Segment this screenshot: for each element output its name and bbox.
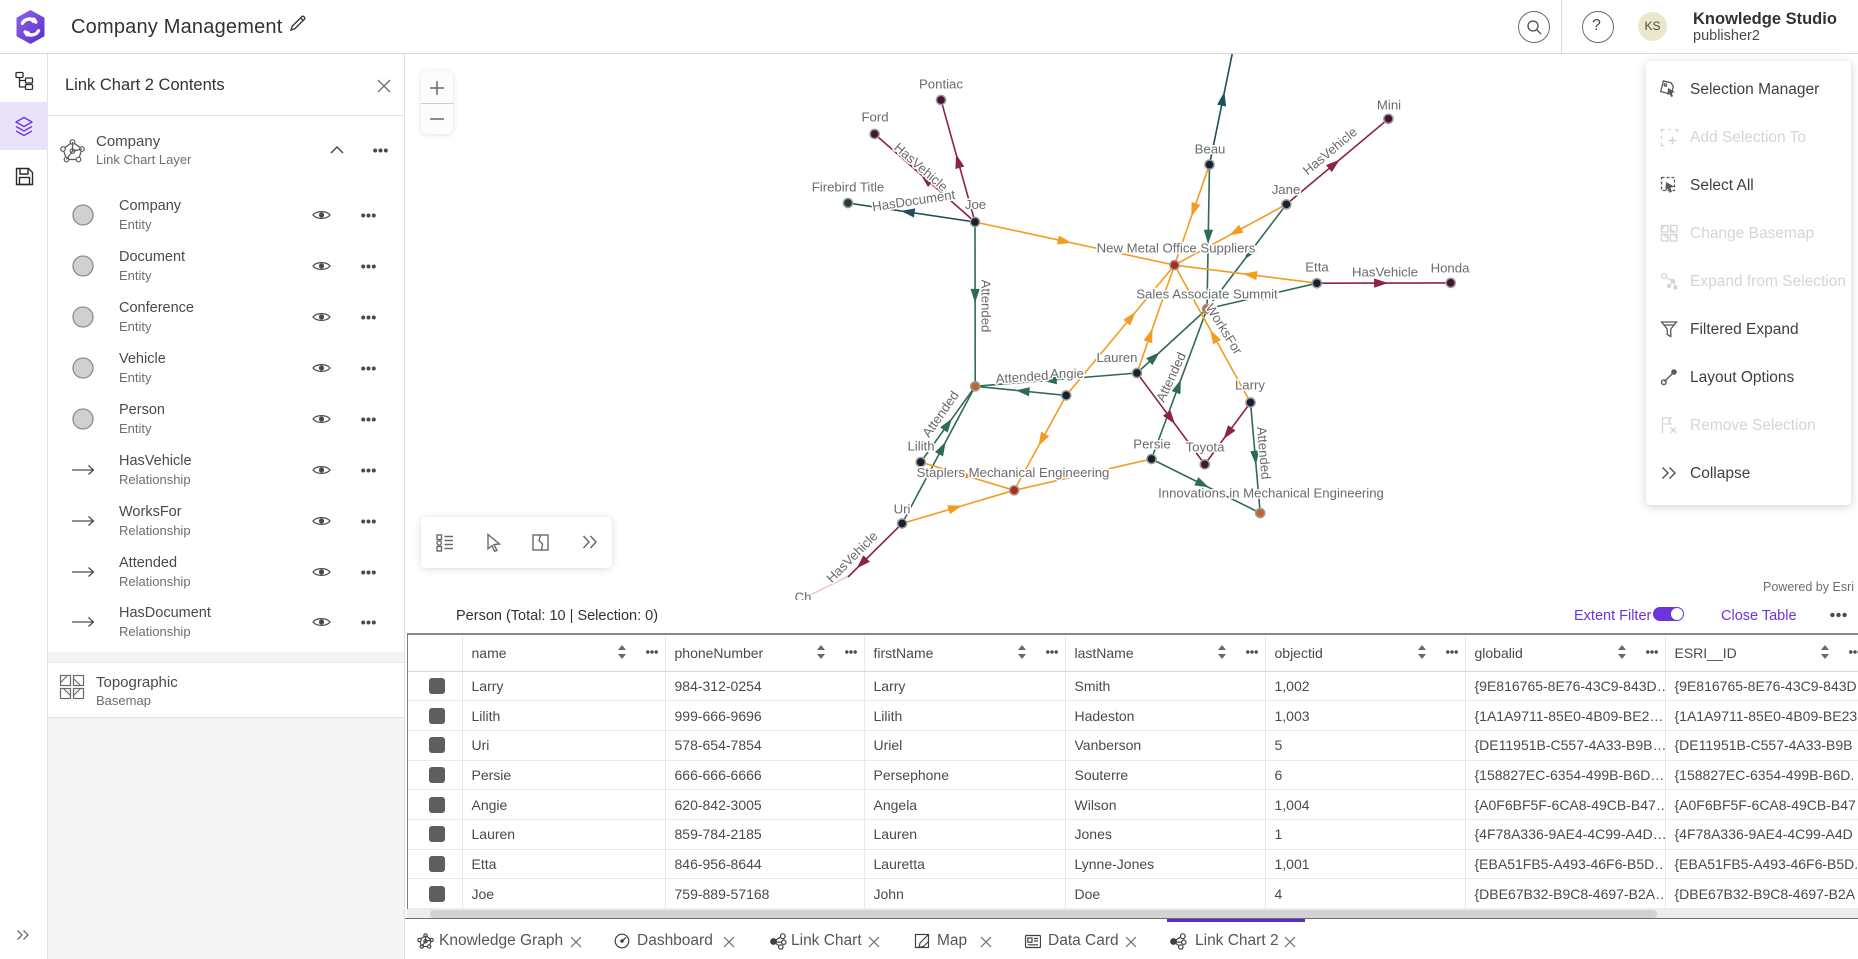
svg-text:Lauren: Lauren xyxy=(1096,350,1137,365)
svg-text:Toyota: Toyota xyxy=(1186,440,1226,455)
svg-text:HasVehicle: HasVehicle xyxy=(891,140,951,195)
svg-text:HasVehicle: HasVehicle xyxy=(823,528,880,585)
svg-text:Mini: Mini xyxy=(1377,98,1401,113)
svg-text:Jane: Jane xyxy=(1272,182,1301,197)
svg-text:Beau: Beau xyxy=(1195,142,1226,157)
svg-text:Lilith: Lilith xyxy=(907,439,934,454)
svg-text:Joe: Joe xyxy=(965,197,986,212)
svg-text:Pontiac: Pontiac xyxy=(919,77,963,92)
svg-text:Ch: Ch xyxy=(795,590,812,601)
svg-text:Attended: Attended xyxy=(1254,426,1274,480)
svg-text:Etta: Etta xyxy=(1305,260,1329,275)
svg-text:Attended: Attended xyxy=(995,368,1049,387)
svg-text:New Metal Office Suppliers: New Metal Office Suppliers xyxy=(1097,241,1256,256)
svg-text:Firebird Title: Firebird Title xyxy=(812,180,885,195)
svg-text:WorksFor: WorksFor xyxy=(1203,301,1246,358)
svg-text:Attended: Attended xyxy=(979,280,994,333)
svg-text:Sales Associate Summit: Sales Associate Summit xyxy=(1136,287,1278,302)
svg-text:Attended: Attended xyxy=(1153,350,1189,404)
svg-text:Larry: Larry xyxy=(1235,378,1265,393)
svg-text:HasVehicle: HasVehicle xyxy=(1352,265,1418,280)
svg-text:Persie: Persie xyxy=(1133,437,1170,452)
svg-text:Ford: Ford xyxy=(861,110,888,125)
svg-text:Honda: Honda xyxy=(1431,261,1471,276)
svg-text:Uri: Uri xyxy=(894,502,911,517)
svg-text:Staplers Mechanical Engineerin: Staplers Mechanical Engineering xyxy=(917,465,1110,480)
svg-text:Angie: Angie xyxy=(1050,366,1084,381)
svg-text:Innovations in Mechanical Engi: Innovations in Mechanical Engineering xyxy=(1158,486,1384,501)
